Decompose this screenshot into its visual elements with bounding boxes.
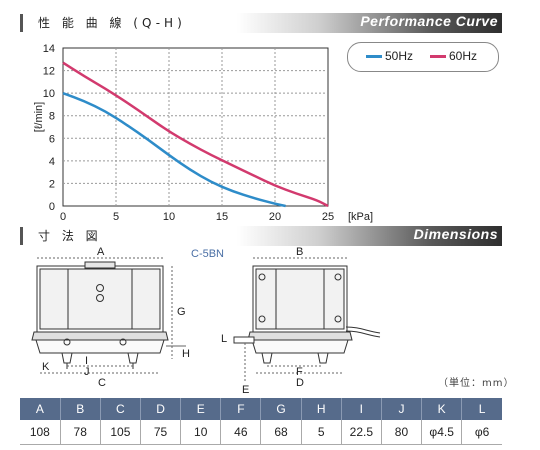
x-tick-label: 20 <box>269 211 281 223</box>
legend-item-60hz: 60Hz <box>430 49 477 63</box>
table-header-c: C <box>99 398 141 420</box>
table-header-b: B <box>59 398 101 420</box>
table-cell-b: 78 <box>59 420 101 445</box>
table-cell-g: 68 <box>260 420 302 445</box>
table-cell-h: 5 <box>300 420 342 445</box>
front-dim-label-a: A <box>97 247 105 258</box>
table-cell-i: 22.5 <box>340 420 382 445</box>
y-tick-label: 0 <box>49 201 55 213</box>
chart-legend: 50Hz 60Hz <box>347 42 499 72</box>
x-axis-label: [kPa] <box>348 211 373 223</box>
side-body-inner <box>255 268 345 330</box>
y-tick-label: 12 <box>43 66 55 78</box>
side-dim-label-e: E <box>242 384 249 396</box>
unit-note: （単位：mm） <box>438 378 515 389</box>
table-cell-l: φ6 <box>461 420 502 445</box>
legend-item-50hz: 50Hz <box>366 49 413 63</box>
dimension-drawings: A G H K IJC B L FD E <box>31 247 381 396</box>
table-cell-a: 108 <box>20 420 61 445</box>
side-view-drawing <box>233 257 381 382</box>
table-cell-d: 75 <box>139 420 181 445</box>
front-foot-right <box>127 352 139 364</box>
table-cell-k: φ4.5 <box>421 420 462 445</box>
y-tick-label: 2 <box>49 178 55 190</box>
section-marker <box>20 14 23 32</box>
y-tick-label: 14 <box>43 43 55 55</box>
hole-icon <box>119 338 127 346</box>
side-foot-left <box>261 352 273 364</box>
front-dim-label-k: K <box>42 361 50 373</box>
table-header-f: F <box>220 398 261 420</box>
performance-section-header: 性 能 曲 線 (Q-H) Performance Curve <box>20 13 502 33</box>
table-cell-f: 46 <box>220 420 261 445</box>
side-dim-label-d: D <box>296 377 304 389</box>
front-dim-label-c: C <box>98 377 106 389</box>
table-cell-e: 10 <box>180 420 221 445</box>
performance-chart: 0 5 10 15 20 25 0 2 4 6 8 10 12 14 [kPa] [ℓ/min] <box>33 43 373 223</box>
table-cell-c: 105 <box>99 420 141 445</box>
side-foot-plate <box>251 339 349 354</box>
side-dim-label-f: F <box>296 366 303 378</box>
legend-line-60hz <box>430 55 446 59</box>
model-label: C-5BN <box>191 248 225 260</box>
y-axis-label: [ℓ/min] <box>33 102 45 132</box>
legend-label-50hz: 50Hz <box>385 49 414 63</box>
front-base <box>31 331 169 341</box>
table-header-h: H <box>300 398 342 420</box>
hole-icon <box>63 338 71 346</box>
dimensions-section-header: 寸 法 図 Dimensions <box>20 226 502 246</box>
y-tick-label: 4 <box>49 156 55 168</box>
table-header-e: E <box>180 398 221 420</box>
performance-title-en: Performance Curve <box>360 13 498 29</box>
legend-label-60hz: 60Hz <box>449 49 478 63</box>
top-cap <box>84 261 116 269</box>
table-row: 108 78 105 75 10 46 68 5 22.5 80 φ4.5 φ6 <box>20 420 502 445</box>
side-base <box>247 331 353 341</box>
outlet-nozzle <box>233 336 255 344</box>
side-dim-label-l: L <box>221 333 227 345</box>
series-line-60hz <box>62 61 329 208</box>
screw-icon <box>96 294 104 302</box>
x-tick-label: 5 <box>113 211 119 223</box>
series-line-50hz <box>62 91 286 208</box>
power-cord <box>345 326 381 334</box>
x-tick-label: 15 <box>216 211 228 223</box>
table-header-d: D <box>139 398 181 420</box>
front-dim-label-i: I <box>85 355 88 367</box>
front-dim-label-h: H <box>182 348 190 360</box>
table-header-i: I <box>340 398 382 420</box>
y-tick-label: 6 <box>49 133 55 145</box>
x-tick-label: 10 <box>163 211 175 223</box>
y-tick-label: 10 <box>43 88 55 100</box>
x-tick-label: 0 <box>60 211 66 223</box>
side-foot-right <box>317 352 329 364</box>
front-dim-label-j: J <box>84 366 90 378</box>
front-foot-plate <box>35 339 165 354</box>
side-dim-label-b: B <box>296 247 303 258</box>
table-header-j: J <box>380 398 422 420</box>
section-marker <box>20 227 23 245</box>
dimensions-title-en: Dimensions <box>413 226 498 242</box>
x-tick-label: 25 <box>322 211 334 223</box>
front-foot-left <box>61 352 73 364</box>
front-view-drawing <box>31 257 186 374</box>
front-dim-label-g: G <box>177 306 186 318</box>
power-cord <box>345 330 381 338</box>
screw-icon <box>96 284 104 292</box>
table-header-g: G <box>260 398 302 420</box>
plot-area <box>62 47 329 207</box>
legend-line-50hz <box>366 55 382 59</box>
table-header-k: K <box>421 398 462 420</box>
y-tick-label: 8 <box>49 111 55 123</box>
table-cell-j: 80 <box>380 420 422 445</box>
table-header-l: L <box>461 398 502 420</box>
performance-title-jp: 性 能 曲 線 (Q-H) <box>38 16 186 30</box>
dimensions-title-jp: 寸 法 図 <box>38 229 102 243</box>
table-header-a: A <box>20 398 61 420</box>
front-body-inner <box>39 268 161 330</box>
